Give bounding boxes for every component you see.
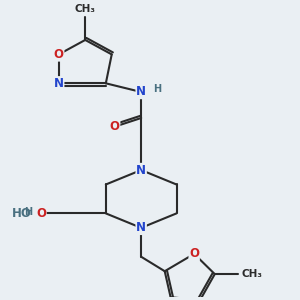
Text: N: N (136, 85, 146, 98)
Text: O: O (189, 248, 199, 260)
Text: N: N (136, 221, 146, 234)
Text: CH₃: CH₃ (241, 269, 262, 279)
Text: O: O (110, 120, 120, 133)
Text: H: H (153, 84, 161, 94)
Text: O: O (36, 207, 46, 220)
Text: CH₃: CH₃ (75, 4, 96, 14)
Text: N: N (54, 77, 64, 90)
Text: N: N (136, 164, 146, 176)
Text: HO: HO (12, 207, 32, 220)
Text: H: H (24, 207, 32, 217)
Text: O: O (54, 48, 64, 61)
